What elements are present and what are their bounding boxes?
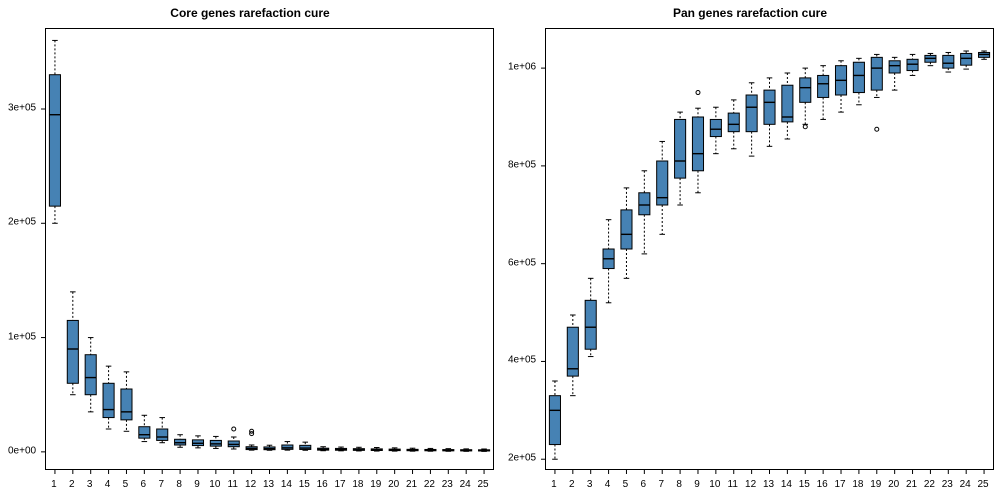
- core-ytick-label: 3e+05: [8, 103, 36, 114]
- pan-xtick-label: 9: [694, 479, 700, 490]
- core-xtick-label: 18: [352, 479, 363, 490]
- pan-xtick-label: 13: [763, 479, 774, 490]
- pan-xtick-label: 2: [569, 479, 575, 490]
- core-ytick-label: 0e+00: [8, 445, 36, 456]
- core-xtick-label: 22: [424, 479, 435, 490]
- core-xtick-label: 10: [209, 479, 220, 490]
- pan-xtick-label: 24: [960, 479, 971, 490]
- pan-xtick-label: 23: [942, 479, 953, 490]
- core-xtick-label: 11: [228, 479, 238, 490]
- core-plot-area: [45, 28, 494, 470]
- core-ytick-label: 2e+05: [8, 217, 36, 228]
- pan-xtick-label: 21: [906, 479, 917, 490]
- pan-xtick-label: 17: [834, 479, 845, 490]
- pan-xtick-label: 11: [728, 479, 738, 490]
- core-xtick-label: 16: [317, 479, 328, 490]
- core-xtick-label: 5: [123, 479, 129, 490]
- core-xtick-label: 7: [158, 479, 164, 490]
- core-xtick-label: 23: [442, 479, 453, 490]
- core-svg: [46, 29, 493, 469]
- pan-ytick-label: 6e+05: [508, 257, 536, 268]
- core-xtick-label: 8: [176, 479, 182, 490]
- pan-xtick-label: 19: [870, 479, 881, 490]
- core-xtick-label: 24: [460, 479, 471, 490]
- pan-xtick-label: 10: [709, 479, 720, 490]
- pan-xtick-label: 8: [676, 479, 682, 490]
- core-xtick-label: 2: [69, 479, 75, 490]
- pan-xtick-label: 25: [977, 479, 988, 490]
- core-xtick-label: 6: [141, 479, 147, 490]
- core-panel: Core genes rarefaction cure 0e+00 1e+05 2e…: [0, 0, 500, 500]
- core-xtick-label: 3: [87, 479, 93, 490]
- pan-xtick-label: 14: [781, 479, 792, 490]
- pan-ytick-label: 8e+05: [508, 159, 536, 170]
- core-title: Core genes rarefaction cure: [0, 6, 500, 20]
- pan-xtick-label: 7: [658, 479, 664, 490]
- core-xtick-label: 21: [406, 479, 417, 490]
- pan-ytick-label: 2e+05: [508, 453, 536, 464]
- pan-xtick-label: 16: [817, 479, 828, 490]
- pan-xtick-label: 22: [924, 479, 935, 490]
- pan-ytick-label: 4e+05: [508, 355, 536, 366]
- pan-xtick-label: 6: [641, 479, 647, 490]
- core-xtick-label: 4: [105, 479, 111, 490]
- pan-xtick-label: 1: [551, 479, 557, 490]
- core-xtick-label: 15: [299, 479, 310, 490]
- core-xtick-label: 14: [281, 479, 292, 490]
- core-xtick-label: 9: [194, 479, 200, 490]
- pan-title: Pan genes rarefaction cure: [500, 6, 1000, 20]
- core-xtick-label: 17: [334, 479, 345, 490]
- core-xtick-label: 13: [263, 479, 274, 490]
- pan-xtick-label: 5: [623, 479, 629, 490]
- pan-xtick-label: 20: [888, 479, 899, 490]
- pan-plot-area: [545, 28, 994, 470]
- pan-xtick-label: 18: [852, 479, 863, 490]
- core-xtick-label: 20: [388, 479, 399, 490]
- pan-svg: [546, 29, 993, 469]
- pan-ytick-label: 1e+06: [508, 62, 536, 73]
- pan-xtick-label: 4: [605, 479, 611, 490]
- pan-xtick-label: 3: [587, 479, 593, 490]
- core-xtick-label: 12: [245, 479, 256, 490]
- pan-xtick-label: 15: [799, 479, 810, 490]
- core-xtick-label: 1: [51, 479, 57, 490]
- core-ytick-label: 1e+05: [8, 331, 36, 342]
- pan-panel: Pan genes rarefaction cure 2e+05 4e+05 6e+…: [500, 0, 1000, 500]
- core-xtick-label: 19: [370, 479, 381, 490]
- core-xtick-label: 25: [477, 479, 488, 490]
- figure: Core genes rarefaction cure 0e+00 1e+05 2e…: [0, 0, 1000, 500]
- pan-xtick-label: 12: [745, 479, 756, 490]
